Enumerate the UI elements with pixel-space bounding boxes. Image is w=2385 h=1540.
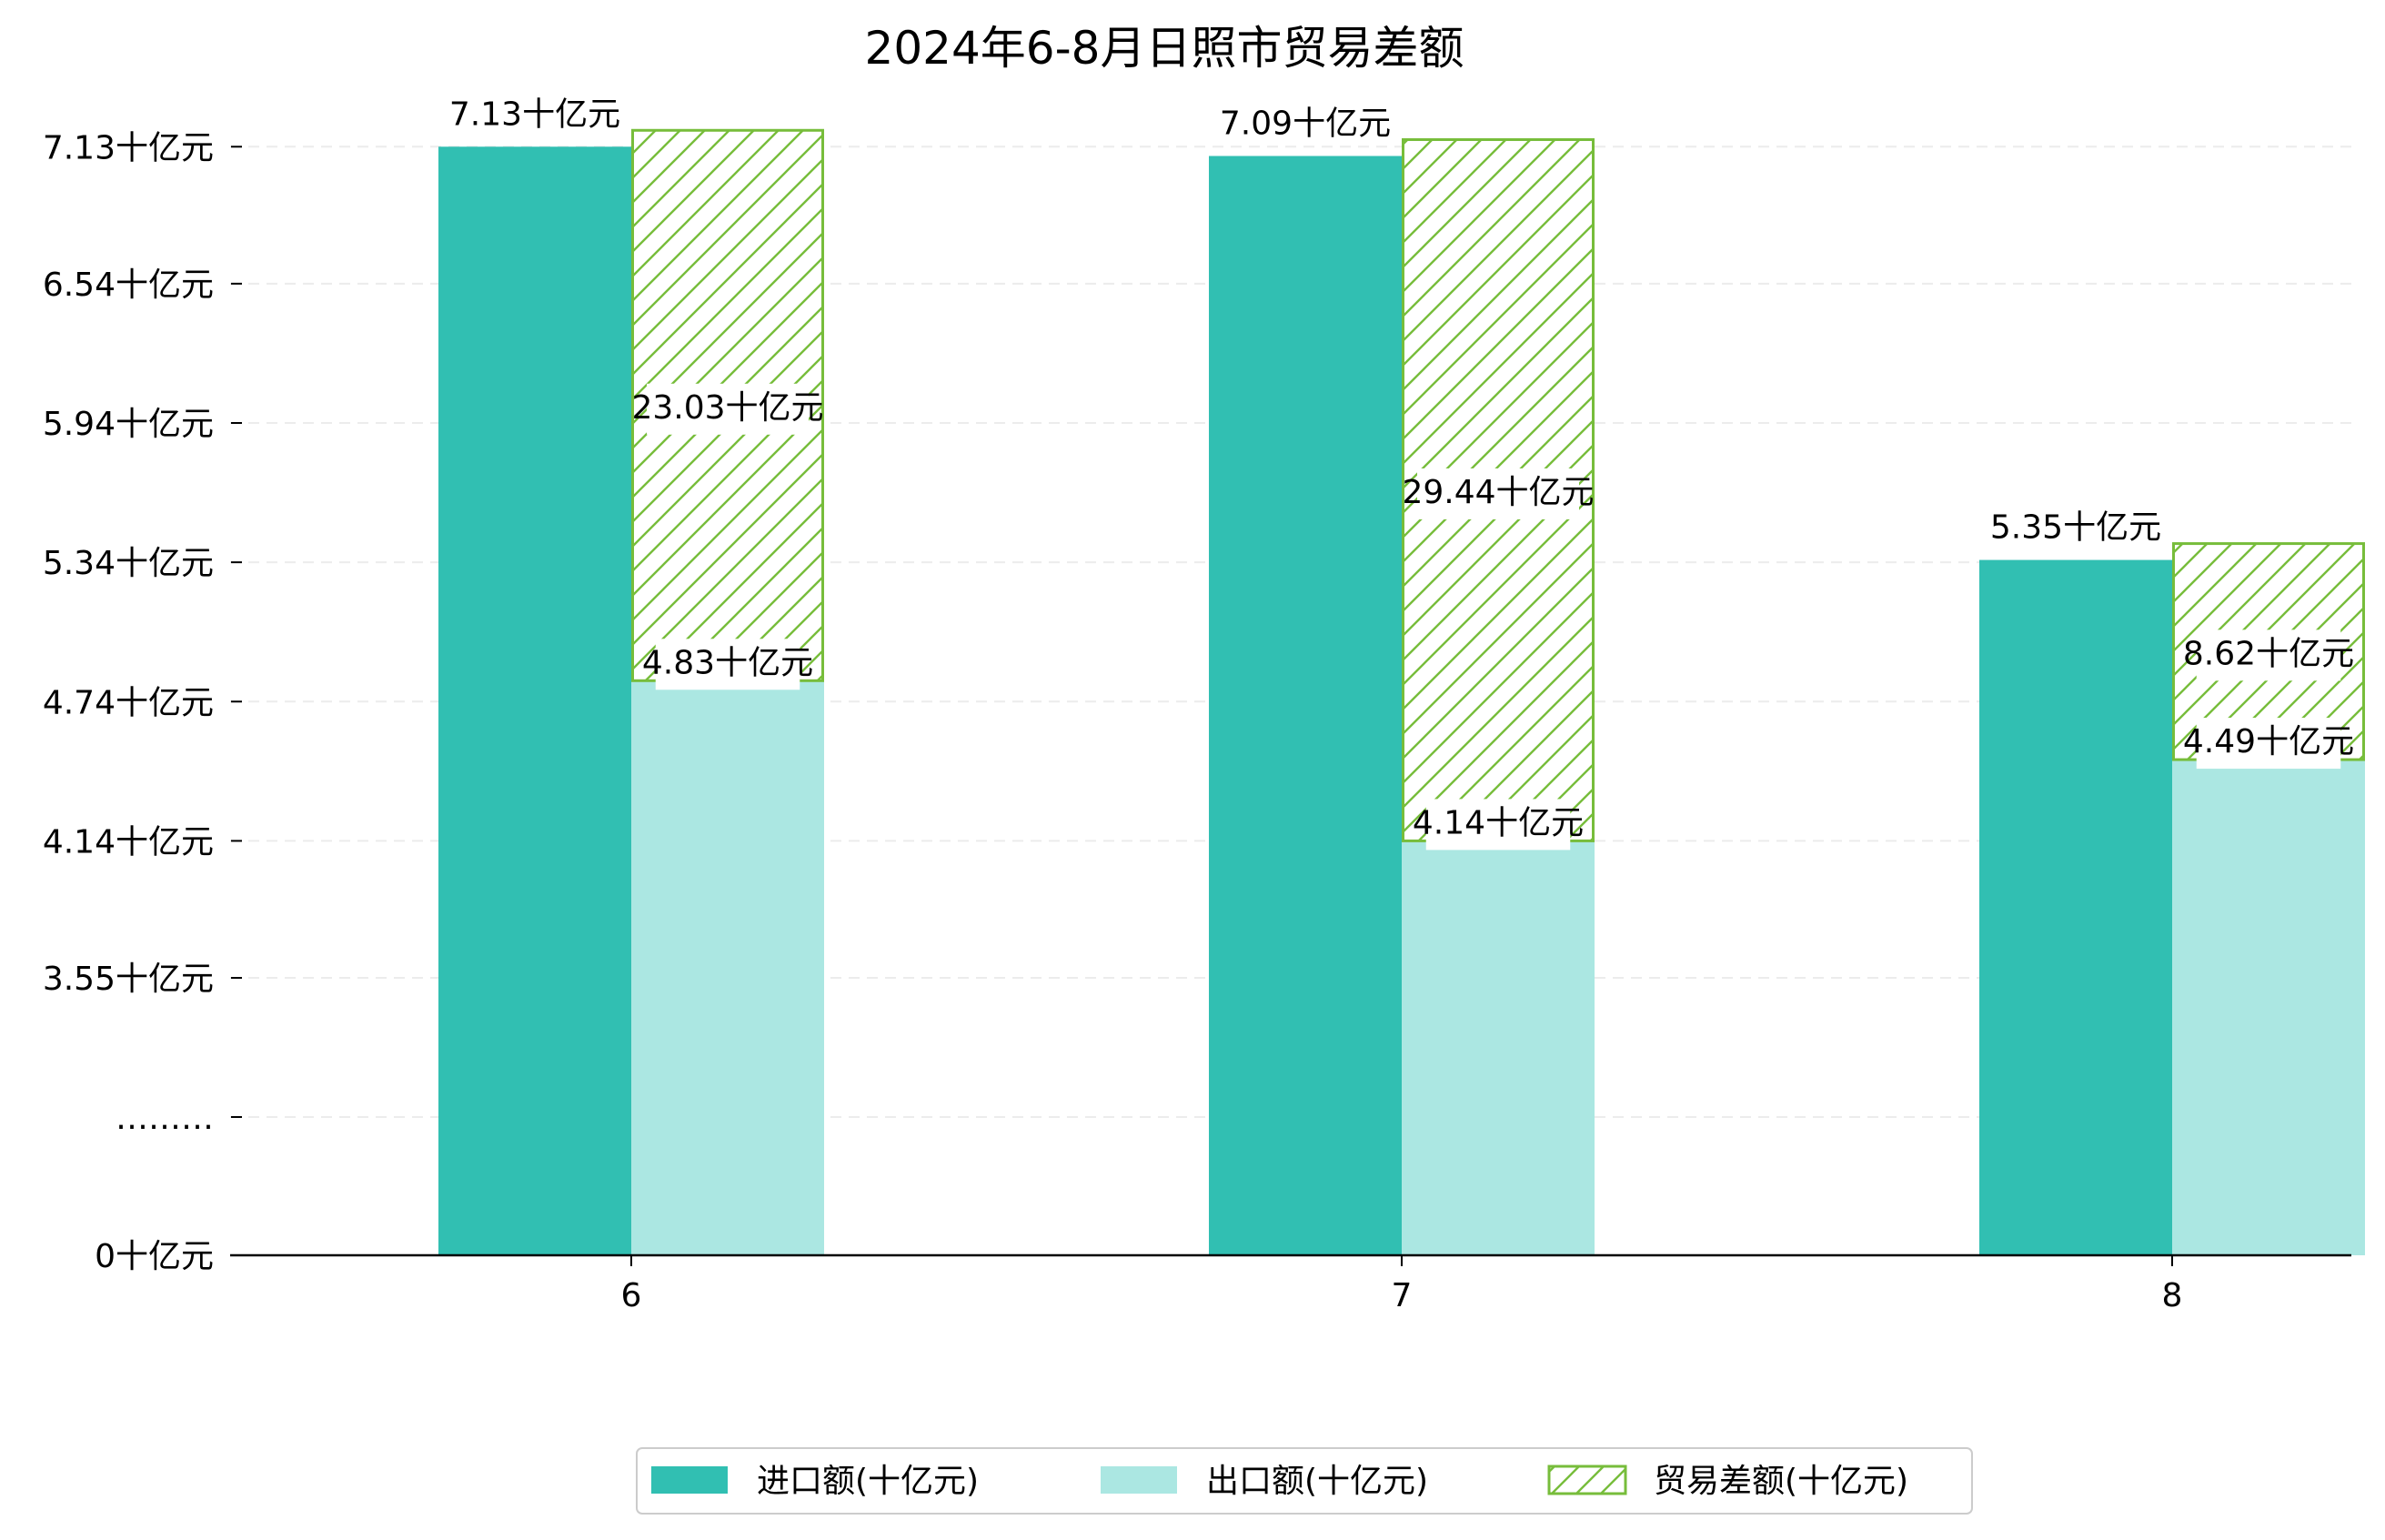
legend-item: 进口额(十亿元) — [651, 1463, 979, 1500]
y-tick-label: 4.14十亿元 — [43, 823, 214, 861]
bar-export-7 — [1402, 840, 1595, 1255]
y-tick-label: 5.34十亿元 — [43, 545, 214, 582]
legend-label: 进口额(十亿元) — [757, 1463, 979, 1500]
y-axis: 0十亿元 ……… 3.55十亿元 4.14十亿元 4.74十亿元 5.34十亿元 5.94十… — [43, 129, 242, 1275]
bar-export-6 — [631, 680, 824, 1255]
data-label: 4.49十亿元 — [2183, 718, 2354, 770]
x-tick-label: 8 — [2162, 1277, 2183, 1314]
data-label: 23.03十亿元 — [631, 383, 824, 435]
y-tick-label: ……… — [116, 1100, 214, 1137]
legend-label: 出口额(十亿元) — [1206, 1463, 1428, 1500]
data-labels: 7.13十亿元 23.03十亿元 4.83十亿元 7.09十亿元 29.44十亿元 4.1… — [449, 96, 2354, 851]
bar-import-6 — [438, 146, 631, 1256]
y-tick-label: 7.13十亿元 — [43, 129, 214, 166]
chart-title: 2024年6-8月日照市贸易差额 — [865, 22, 1464, 75]
legend-frame — [636, 1447, 1973, 1515]
bar-import-7 — [1209, 156, 1402, 1255]
legend-swatch — [651, 1466, 728, 1494]
data-label: 8.62十亿元 — [2183, 629, 2354, 681]
data-label-background — [2196, 629, 2341, 681]
x-tick-label: 6 — [621, 1277, 642, 1314]
data-label-text: 4.49十亿元 — [2183, 723, 2354, 760]
data-label-text: 7.09十亿元 — [1220, 105, 1391, 142]
legend: 进口额(十亿元) 出口额(十亿元) 贸易差额(十亿元) — [636, 1447, 1973, 1515]
legend-item: 贸易差额(十亿元) — [1547, 1463, 1908, 1500]
data-label: 29.44十亿元 — [1402, 468, 1595, 519]
data-label-text: 7.13十亿元 — [449, 96, 620, 133]
bar-import-8 — [1979, 559, 2172, 1255]
x-axis: 6 7 8 — [230, 1253, 2351, 1314]
y-tick-label: 4.74十亿元 — [43, 684, 214, 721]
data-label-text: 29.44十亿元 — [1402, 474, 1594, 511]
y-tick-label: 6.54十亿元 — [43, 267, 214, 304]
data-label-background — [1417, 468, 1579, 519]
legend-label: 贸易差额(十亿元) — [1654, 1463, 1908, 1500]
data-label: 4.83十亿元 — [642, 639, 813, 690]
bar-export-8 — [2172, 760, 2365, 1255]
data-label-background — [647, 383, 809, 435]
data-label-background — [1425, 799, 1571, 851]
data-label: 7.13十亿元 — [449, 96, 620, 133]
data-label-text: 8.62十亿元 — [2183, 635, 2354, 672]
legend-swatch — [1547, 1465, 1627, 1495]
data-label: 5.35十亿元 — [1990, 509, 2161, 547]
legend-item: 出口额(十亿元) — [1101, 1463, 1428, 1500]
y-tick-label: 5.94十亿元 — [43, 406, 214, 443]
data-label-text: 5.35十亿元 — [1990, 509, 2161, 547]
data-label-background — [2196, 718, 2341, 770]
data-label-text: 23.03十亿元 — [631, 389, 823, 427]
data-label-text: 4.14十亿元 — [1413, 804, 1584, 841]
data-label-text: 4.83十亿元 — [642, 644, 813, 681]
legend-swatch — [1101, 1466, 1177, 1494]
data-label: 4.14十亿元 — [1413, 799, 1584, 851]
data-label-background — [655, 639, 800, 690]
y-tick-label: 3.55十亿元 — [43, 961, 214, 998]
data-label: 7.09十亿元 — [1220, 105, 1391, 142]
y-tick-label: 0十亿元 — [95, 1238, 214, 1275]
x-tick-label: 7 — [1392, 1277, 1413, 1314]
bars — [438, 128, 2365, 1256]
